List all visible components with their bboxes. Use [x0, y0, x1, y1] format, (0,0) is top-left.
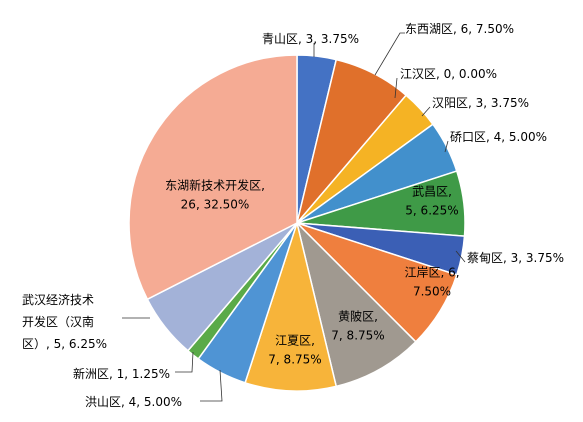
pie-slice-9: [244, 220, 338, 392]
data-label-10: 洪山区, 4, 5.00%: [85, 395, 182, 409]
data-label-7: 江岸区, 6, 7.50%: [404, 266, 459, 299]
data-label-8: 黄陂区, 7, 8.75%: [331, 309, 384, 343]
data-label-2: 江汉区, 0, 0.00%: [400, 67, 497, 81]
data-label-1: 东西湖区, 6, 7.50%: [405, 21, 514, 36]
leader-line-11: [175, 351, 194, 373]
leader-line-6: [455, 250, 466, 263]
data-label-13: 东湖新技术开发区, 26, 32.50%: [165, 178, 265, 212]
data-label-4: 硚口区, 4, 5.00%: [450, 130, 547, 144]
data-label-3: 汉阳区, 3, 3.75%: [432, 96, 529, 110]
data-label-0: 青山区, 3, 3.75%: [262, 32, 359, 46]
leader-line-1: [374, 32, 405, 76]
data-label-6: 蔡甸区, 3, 3.75%: [467, 251, 564, 265]
leader-line-10: [200, 369, 223, 402]
data-label-11: 新洲区, 1, 1.25%: [73, 366, 170, 381]
data-labels: 青山区, 3, 3.75% 东西湖区, 6, 7.50% 江汉区, 0, 0.00%…: [22, 21, 564, 409]
data-label-5: 武昌区, 5, 6.25%: [405, 185, 458, 218]
leader-lines: [122, 32, 466, 402]
data-label-9: 江夏区, 7, 8.75%: [268, 334, 321, 367]
leader-line-3: [421, 106, 431, 117]
leader-line-2: [394, 77, 398, 99]
data-label-12: 武汉经济技术开发区（汉南区）, 5, 6.25%: [22, 292, 107, 351]
pie-slice-13: [128, 54, 298, 301]
leader-line-4: [444, 140, 449, 153]
